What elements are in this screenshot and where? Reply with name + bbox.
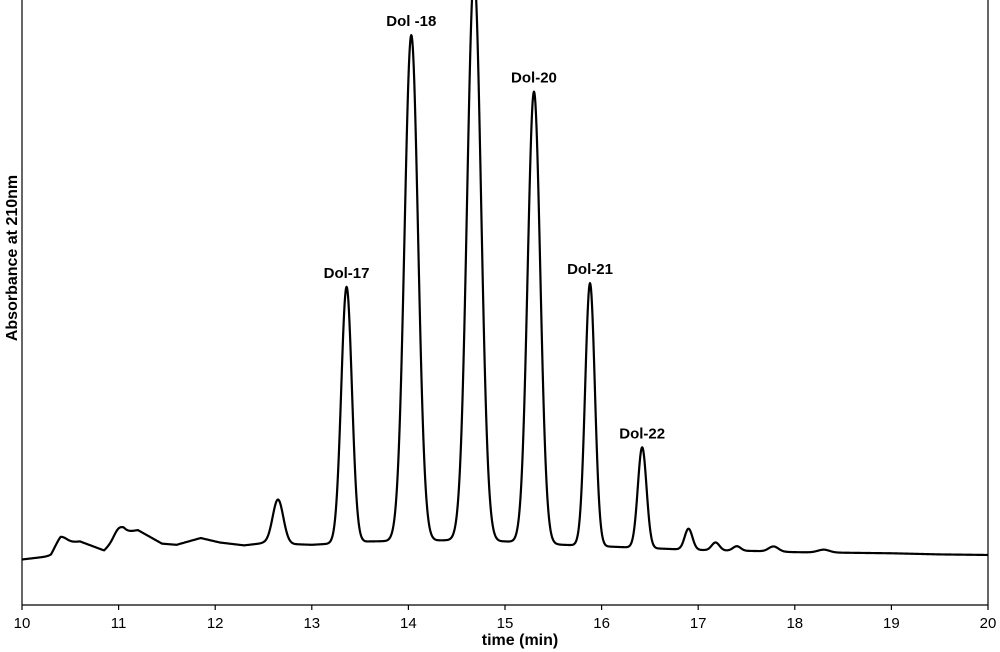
peak-label: Dol-21 bbox=[567, 261, 613, 278]
x-tick-label: 18 bbox=[786, 615, 803, 632]
x-tick-label: 16 bbox=[593, 615, 610, 632]
x-tick-label: 12 bbox=[207, 615, 224, 632]
y-axis-title: Absorbance at 210nm bbox=[4, 175, 21, 341]
x-tick-label: 20 bbox=[980, 615, 997, 632]
peak-label: Dol-17 bbox=[324, 265, 370, 282]
peak-label: Dol -18 bbox=[386, 13, 436, 30]
chromatogram-trace bbox=[21, 0, 989, 561]
x-ticks: 10 11 12 13 14 15 16 17 18 19 20 bbox=[14, 605, 997, 632]
x-tick-label: 13 bbox=[303, 615, 320, 632]
x-tick-label: 19 bbox=[883, 615, 900, 632]
x-axis-title: time (min) bbox=[482, 632, 558, 649]
axes bbox=[21, 0, 989, 606]
x-tick-label: 17 bbox=[690, 615, 707, 632]
x-tick-label: 11 bbox=[111, 615, 127, 632]
x-tick-label: 10 bbox=[14, 615, 31, 632]
peak-label: Dol-20 bbox=[511, 70, 557, 87]
x-tick-label: 15 bbox=[497, 615, 514, 632]
x-tick-label: 14 bbox=[400, 615, 417, 632]
peak-label: Dol-22 bbox=[619, 425, 665, 442]
